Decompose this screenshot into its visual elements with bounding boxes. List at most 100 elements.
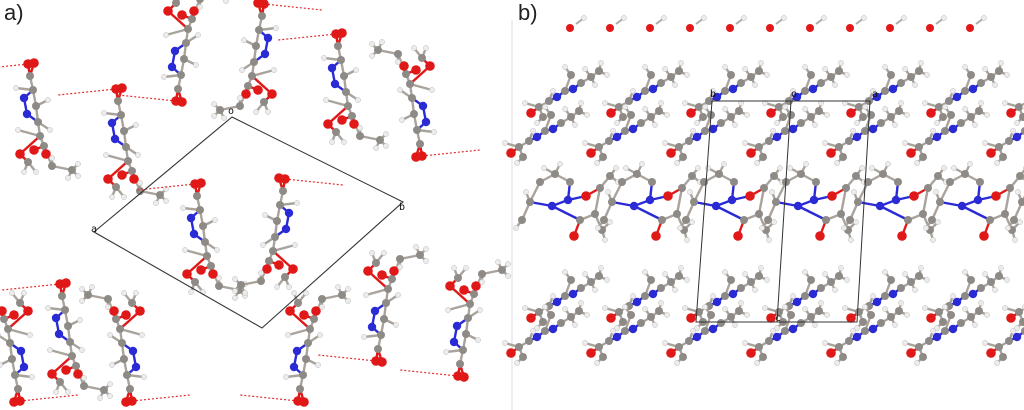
atom-C (827, 73, 835, 81)
top-fragment (966, 15, 987, 32)
unit-cell-outline-b (695, 100, 871, 323)
atom-N (532, 332, 542, 342)
atom-H (223, 0, 229, 4)
atom-H (642, 64, 648, 70)
atom-H (502, 140, 508, 146)
atom-H (431, 129, 437, 135)
atom-N (19, 362, 29, 372)
atom-C (408, 94, 416, 102)
atom-N (728, 84, 738, 94)
atom-C (759, 153, 767, 161)
atom-H (595, 225, 601, 231)
atom-C (587, 73, 595, 81)
atom-C (535, 103, 543, 111)
atom-H (0, 332, 1, 338)
atom-H (109, 362, 115, 368)
atom-O (827, 191, 837, 201)
atom-H (824, 112, 830, 118)
atom-H (211, 113, 217, 119)
atom-H (411, 45, 417, 51)
atom-O (267, 89, 277, 99)
atom-H (139, 332, 145, 338)
atom-C (376, 136, 384, 144)
atom-H (463, 265, 469, 271)
atom-H (610, 328, 616, 334)
atom-H (133, 122, 139, 128)
atom-H (188, 289, 194, 295)
atom-H (323, 97, 329, 103)
atom-H (451, 265, 457, 271)
atom-C (120, 355, 128, 363)
atom-N (952, 92, 962, 102)
atom-C (995, 343, 1003, 351)
atom-H (622, 304, 628, 310)
atom-C (396, 255, 404, 263)
atom-C (255, 26, 263, 34)
atom-C (999, 153, 1007, 161)
cell-axis-a-label: a (91, 224, 97, 235)
atom-H (998, 60, 1004, 66)
atom-C (344, 102, 352, 110)
atom-H (45, 97, 51, 103)
atom-C (801, 87, 809, 95)
atom-H (922, 305, 928, 311)
atom-C (647, 71, 655, 79)
hydrogen-bond (263, 3, 323, 11)
atom-O (311, 306, 321, 316)
atom-H (904, 112, 910, 118)
atom-H (101, 110, 107, 116)
atom-C (302, 355, 310, 363)
top-fragment (646, 15, 667, 32)
atom-C (735, 307, 743, 315)
atom-C (1019, 113, 1024, 121)
atom-N (629, 201, 639, 211)
bond (715, 204, 745, 222)
atom-C (519, 353, 527, 361)
atom-H (258, 270, 264, 276)
atom-H (790, 88, 796, 94)
atom-C (854, 198, 862, 206)
atom-C (737, 284, 745, 292)
atom-C (894, 178, 902, 186)
atom-H (950, 293, 956, 299)
atom-C (478, 270, 486, 278)
atom-C (859, 318, 867, 326)
atom-H (662, 271, 668, 277)
atom-N (189, 229, 199, 239)
atom-C (596, 184, 604, 192)
atom-C (939, 113, 947, 121)
atom-H (79, 298, 85, 304)
atom-H (690, 128, 696, 134)
atom-C (855, 308, 863, 316)
atom-H (379, 39, 385, 45)
atom-O (23, 306, 33, 316)
atom-C (619, 113, 627, 121)
molecule-a (1, 278, 113, 401)
atom-H (787, 165, 793, 171)
atom-H (630, 293, 636, 299)
atom-H (822, 140, 828, 146)
atom-C (72, 362, 80, 370)
atom-C (618, 178, 626, 186)
atom-C (967, 71, 975, 79)
atom-C (1010, 216, 1018, 224)
atom-C (515, 143, 523, 151)
atom-H (994, 160, 1000, 166)
atom-C (124, 157, 132, 165)
atom-H (292, 242, 298, 248)
atom-O (182, 269, 192, 279)
atom-N (792, 297, 802, 307)
atom-H (850, 128, 856, 134)
atom-O (459, 285, 469, 295)
atom-H (477, 307, 483, 313)
atom-H (802, 269, 808, 275)
atom-C (576, 216, 584, 224)
molecule-b (742, 300, 830, 366)
atom-N (708, 324, 718, 334)
atom-H (984, 312, 990, 318)
atom-C (11, 371, 19, 379)
atom-C (535, 308, 543, 316)
atom-N (107, 118, 117, 128)
atom-H (397, 264, 403, 270)
atom-C (867, 311, 875, 319)
